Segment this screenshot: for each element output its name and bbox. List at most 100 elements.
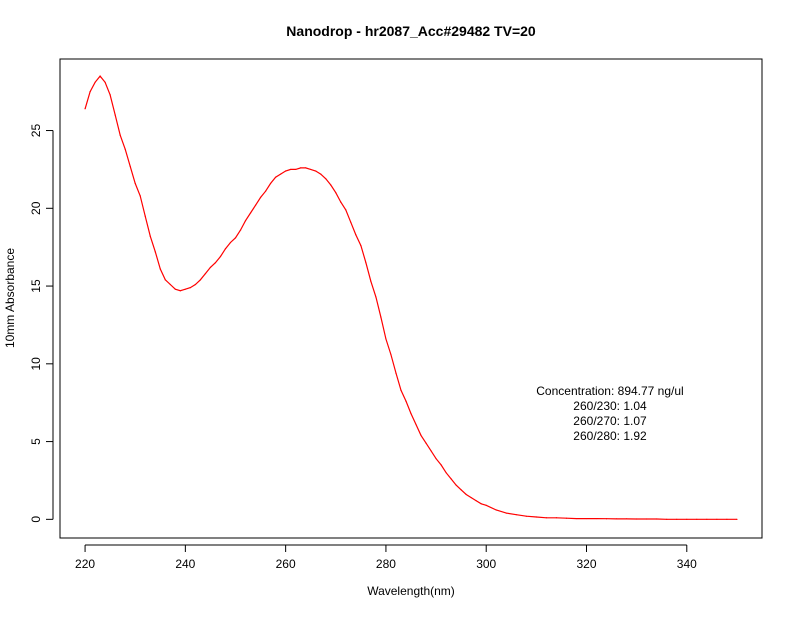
data-point xyxy=(204,273,207,275)
data-point xyxy=(636,518,638,520)
data-point xyxy=(219,255,222,258)
data-point xyxy=(335,192,337,194)
data-point xyxy=(505,512,507,514)
data-point xyxy=(565,517,568,519)
data-point xyxy=(104,81,106,83)
data-point xyxy=(615,518,618,520)
data-point xyxy=(395,372,397,374)
y-tick-label: 0 xyxy=(29,516,43,523)
data-point xyxy=(244,220,247,222)
x-axis: 220 240 260 280 300 320 340 xyxy=(75,544,697,571)
y-tick-label: 5 xyxy=(29,438,43,445)
data-point xyxy=(555,517,558,519)
data-point xyxy=(480,503,482,505)
x-axis-label: Wavelength(nm) xyxy=(367,584,455,598)
y-tick-label: 25 xyxy=(29,124,43,138)
data-point xyxy=(736,518,738,520)
data-point xyxy=(686,518,688,520)
data-point xyxy=(189,287,191,289)
data-point xyxy=(275,176,277,178)
data-point xyxy=(340,201,342,203)
y-tick-label: 20 xyxy=(29,201,43,215)
data-point xyxy=(666,518,668,520)
data-point xyxy=(605,518,608,520)
data-point xyxy=(545,517,547,519)
data-point xyxy=(174,288,176,290)
chart-title: Nanodrop - hr2087_Acc#29482 TV=20 xyxy=(286,23,536,39)
data-point xyxy=(184,288,186,290)
data-point xyxy=(199,279,201,281)
data-point xyxy=(315,170,317,172)
absorbance-series-line xyxy=(84,75,737,520)
data-point xyxy=(465,493,467,496)
annotation-ratio-260-270: 260/270: 1.07 xyxy=(573,414,647,428)
x-tick-label: 340 xyxy=(677,557,697,571)
data-point xyxy=(595,517,598,520)
data-point xyxy=(209,266,212,268)
data-point xyxy=(350,221,352,223)
data-point xyxy=(290,168,292,171)
data-point xyxy=(445,472,447,474)
annotation-concentration: Concentration: 894.77 ng/ul xyxy=(536,384,683,398)
data-point xyxy=(430,450,432,452)
data-point xyxy=(224,248,227,250)
data-point xyxy=(144,215,146,217)
x-tick-label: 220 xyxy=(75,557,95,571)
data-point xyxy=(280,173,282,175)
data-point xyxy=(300,167,302,169)
data-point xyxy=(515,514,517,516)
data-point xyxy=(259,196,262,199)
data-point xyxy=(380,316,382,318)
data-point xyxy=(535,516,537,518)
data-point xyxy=(129,165,131,167)
data-point xyxy=(179,290,181,292)
annotation-ratio-260-280: 260/280: 1.92 xyxy=(573,429,647,443)
data-point xyxy=(365,262,367,264)
data-point xyxy=(84,108,86,110)
data-point xyxy=(485,504,487,506)
data-point xyxy=(295,168,297,171)
data-point xyxy=(716,518,718,520)
data-point xyxy=(134,182,136,185)
data-point xyxy=(450,478,452,480)
data-point xyxy=(89,91,91,93)
data-point xyxy=(214,262,217,264)
data-point xyxy=(410,412,412,415)
data-point xyxy=(415,423,417,426)
data-point xyxy=(656,518,658,520)
data-point xyxy=(385,338,387,340)
data-point xyxy=(169,283,171,286)
series-points xyxy=(84,75,738,520)
x-tick-label: 240 xyxy=(175,557,195,571)
data-point xyxy=(345,209,347,211)
data-point xyxy=(94,81,96,83)
data-point xyxy=(400,389,402,391)
data-point xyxy=(696,518,698,520)
stats-annotation: Concentration: 894.77 ng/ul 260/230: 1.0… xyxy=(536,384,683,443)
data-point xyxy=(495,509,497,511)
data-point xyxy=(355,234,357,236)
data-point xyxy=(114,114,116,116)
data-point xyxy=(475,500,477,502)
data-point xyxy=(706,518,708,520)
data-point xyxy=(626,518,628,520)
data-point xyxy=(310,168,312,171)
data-point xyxy=(470,496,472,499)
data-point xyxy=(285,170,287,172)
data-point xyxy=(239,229,242,231)
y-tick-label: 10 xyxy=(29,357,43,371)
data-point xyxy=(575,517,578,520)
y-tick-label: 15 xyxy=(29,279,43,293)
data-point xyxy=(234,237,237,239)
data-point xyxy=(405,400,407,402)
data-point xyxy=(119,134,121,136)
data-point xyxy=(149,235,151,237)
data-point xyxy=(305,167,307,169)
data-point xyxy=(360,245,362,247)
data-point xyxy=(646,518,648,520)
data-point xyxy=(390,353,392,356)
data-point xyxy=(325,178,327,180)
data-point xyxy=(676,518,678,520)
data-point xyxy=(229,241,232,244)
